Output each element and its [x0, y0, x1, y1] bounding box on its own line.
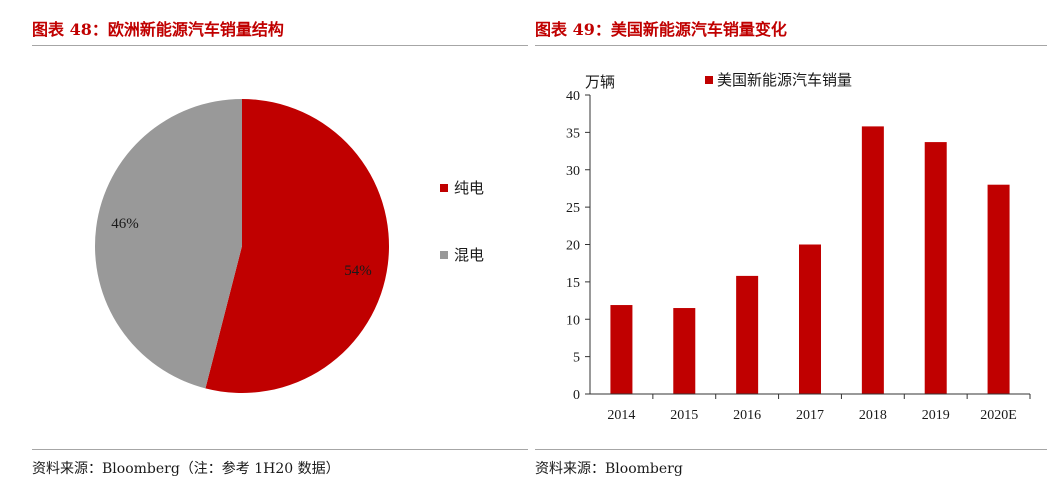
pie-legend-swatch	[440, 184, 448, 192]
bar-2016	[736, 275, 759, 394]
x-tick-label: 2017	[796, 408, 824, 423]
y-tick-label: 20	[566, 239, 580, 254]
pie-legend-label: 混电	[454, 246, 484, 264]
y-tick-label: 40	[566, 89, 580, 104]
bar-chart: 万辆 美国新能源汽车销量 0 5 10 15 20 25 30 35 40 2014 2015 201…	[566, 71, 1031, 423]
bar-legend-swatch	[705, 76, 713, 84]
pie-slice-bev	[205, 99, 389, 393]
y-tick-label: 0	[573, 388, 580, 403]
pie-legend-swatch	[440, 251, 448, 259]
y-tick-label: 10	[566, 313, 580, 328]
right-source-note: 资料来源：Bloomberg	[535, 461, 683, 477]
y-tick-label: 25	[566, 201, 580, 216]
bar-legend-label: 美国新能源汽车销量	[717, 71, 852, 89]
left-top-rule	[32, 45, 528, 46]
y-tick-label: 30	[566, 164, 580, 179]
y-tick-label: 15	[566, 276, 580, 291]
y-tick-label: 35	[566, 126, 580, 141]
bar-2019	[924, 142, 947, 394]
x-tick-label: 2020E	[980, 408, 1017, 423]
bar-2020E	[987, 184, 1010, 394]
x-tick-label: 2015	[670, 408, 698, 423]
x-tick-label: 2016	[733, 408, 761, 423]
pie-slice-label: 54%	[344, 263, 372, 279]
pie-slice-label: 46%	[111, 216, 139, 232]
right-chart-title: 图表 49：美国新能源汽车销量变化	[535, 20, 787, 39]
left-chart-title: 图表 48：欧洲新能源汽车销量结构	[32, 20, 284, 39]
bar-2017	[799, 244, 821, 394]
pie-legend-label: 纯电	[454, 179, 484, 197]
x-tick-label: 2019	[922, 408, 950, 423]
bar-2015	[673, 308, 696, 394]
left-source-note: 资料来源：Bloomberg（注：参考 1H20 数据）	[32, 461, 340, 477]
x-tick-label: 2014	[607, 408, 635, 423]
left-bottom-rule	[32, 449, 528, 450]
y-tick-label: 5	[573, 351, 580, 366]
y-axis-unit-label: 万辆	[585, 73, 615, 91]
right-bottom-rule	[535, 449, 1047, 450]
right-top-rule	[535, 45, 1047, 46]
bar-2014	[610, 305, 633, 394]
pie-slice-phev	[95, 99, 243, 389]
bar-2018	[861, 126, 884, 395]
x-tick-label: 2018	[859, 408, 887, 423]
